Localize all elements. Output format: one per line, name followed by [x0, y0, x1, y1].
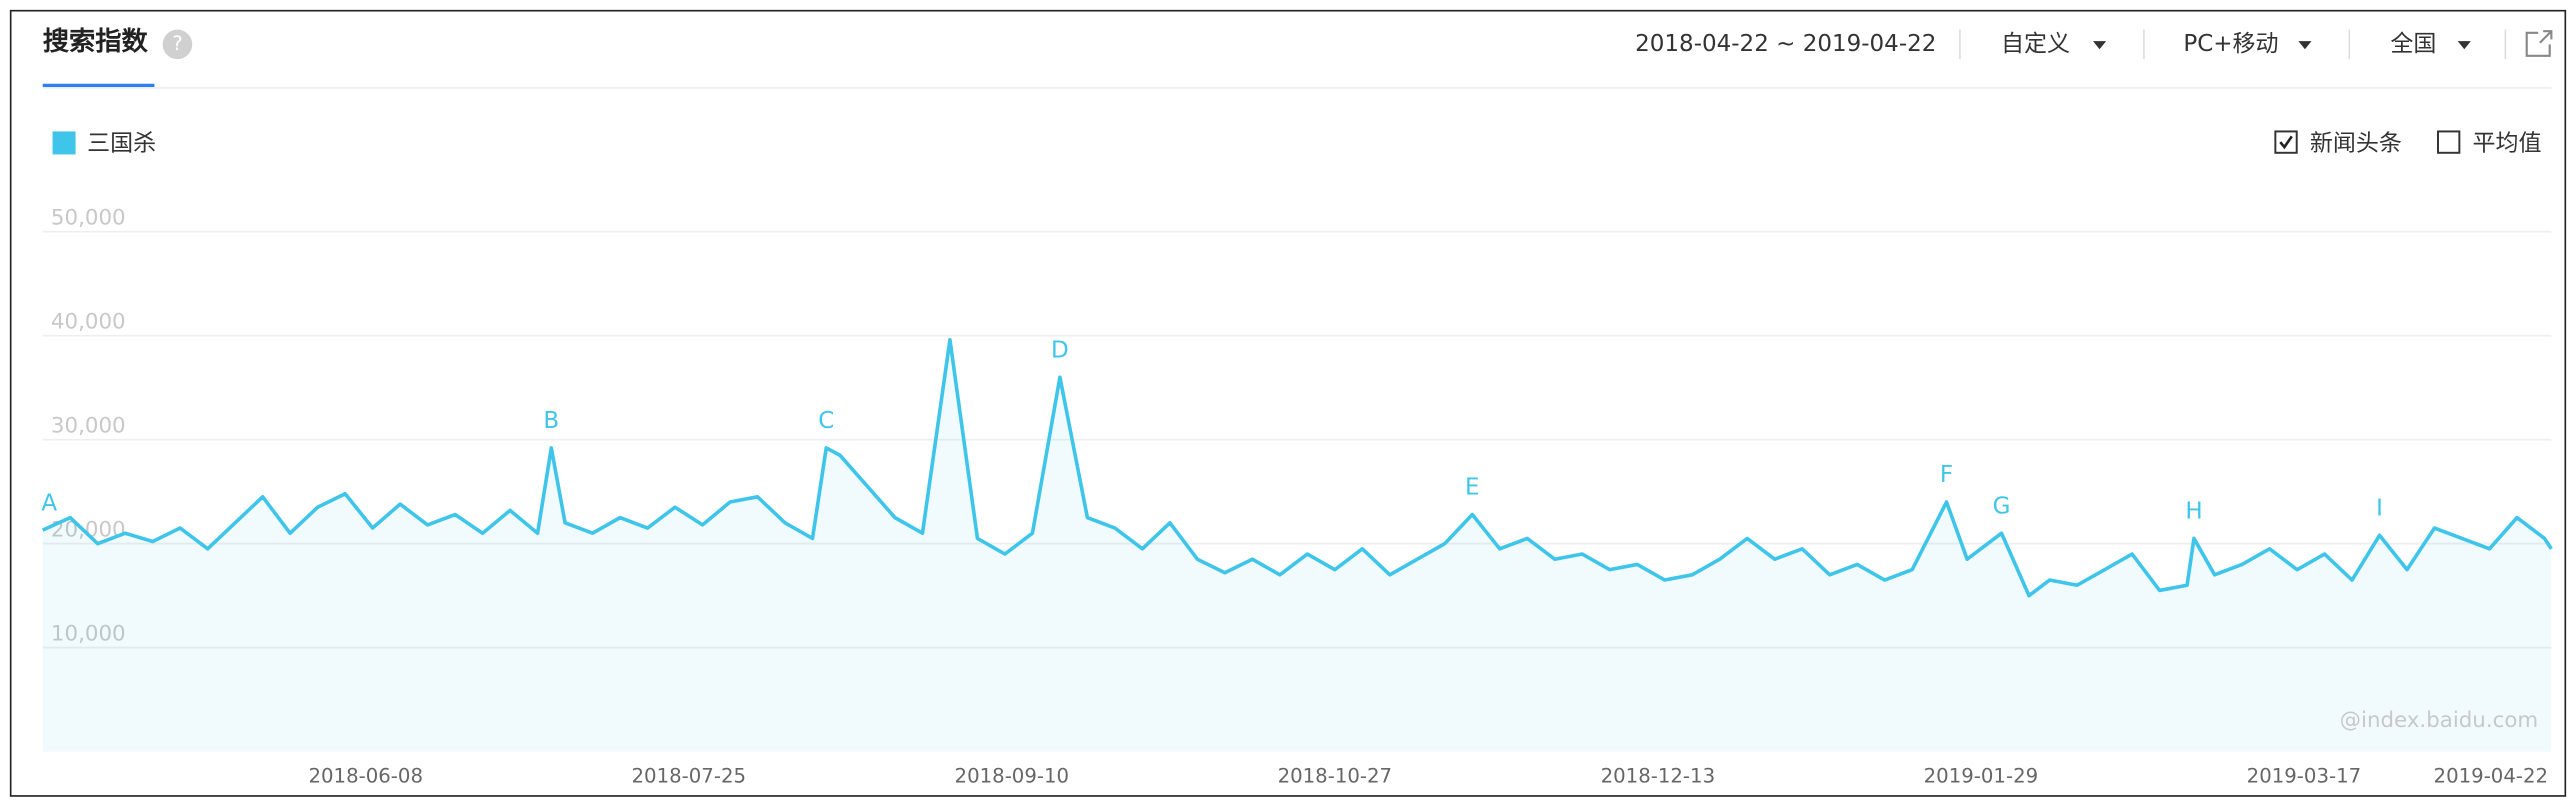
y-tick-label: 40,000 — [51, 309, 126, 334]
annotation: I — [2376, 496, 2383, 522]
toggle-label: 平均值 — [2472, 130, 2541, 156]
annotation: B — [543, 408, 559, 434]
toggle[interactable]: 平均值 — [2437, 130, 2541, 156]
annotation: E — [1465, 475, 1480, 501]
area-fill — [42, 339, 2552, 752]
toggle[interactable]: 新闻头条 — [2274, 130, 2402, 156]
toggle-label: 新闻头条 — [2310, 130, 2402, 156]
x-tick-label: 2019-01-29 — [1924, 765, 2039, 788]
share-arrow — [2539, 30, 2553, 44]
annotation: A — [41, 490, 57, 516]
chart: 10,00020,00030,00040,00050,0002018-06-08… — [41, 130, 2553, 788]
region-select[interactable]: 全国 — [2390, 31, 2436, 57]
x-tick-label: 2018-09-10 — [955, 765, 1070, 788]
device-select[interactable]: PC+移动 — [2183, 31, 2278, 57]
frame — [9, 9, 2567, 797]
y-tick-label: 30,000 — [51, 413, 126, 438]
x-tick-label: 2019-03-17 — [2247, 765, 2362, 788]
tab-title[interactable]: 搜索指数 — [43, 27, 149, 57]
dropdown-arrow — [2093, 41, 2107, 50]
share-icon[interactable] — [2525, 30, 2553, 57]
help-mark: ? — [172, 32, 182, 55]
date-range[interactable]: 2018-04-22 ~ 2019-04-22 — [1635, 31, 1936, 57]
annotation: D — [1051, 337, 1069, 363]
x-tick-label: 2018-06-08 — [308, 765, 423, 788]
x-tick-label: 2018-07-25 — [632, 765, 747, 788]
period-select[interactable]: 自定义 — [2001, 31, 2070, 57]
annotation: F — [1940, 462, 1953, 488]
x-tick-label: 2019-04-22 — [2434, 765, 2549, 788]
y-tick-label: 50,000 — [51, 206, 126, 231]
x-tick-label: 2018-12-13 — [1601, 765, 1716, 788]
dropdown-arrow — [2457, 41, 2471, 50]
y-tick-label: 10,000 — [51, 621, 126, 646]
legend-swatch — [52, 131, 76, 155]
watermark: @index.baidu.com — [2340, 708, 2539, 733]
series-line — [41, 337, 2553, 598]
checkbox — [2274, 130, 2298, 154]
annotation: H — [2185, 499, 2202, 525]
checkbox — [2437, 130, 2461, 154]
x-tick-label: 2018-10-27 — [1278, 765, 1393, 788]
check-mark — [2279, 135, 2293, 150]
dropdown-arrow — [2298, 41, 2312, 50]
annotation: G — [1993, 493, 2011, 519]
annotation: C — [818, 408, 834, 434]
legend-label: 三国杀 — [87, 130, 156, 156]
share-box — [2525, 31, 2551, 57]
help-icon[interactable] — [162, 29, 193, 60]
